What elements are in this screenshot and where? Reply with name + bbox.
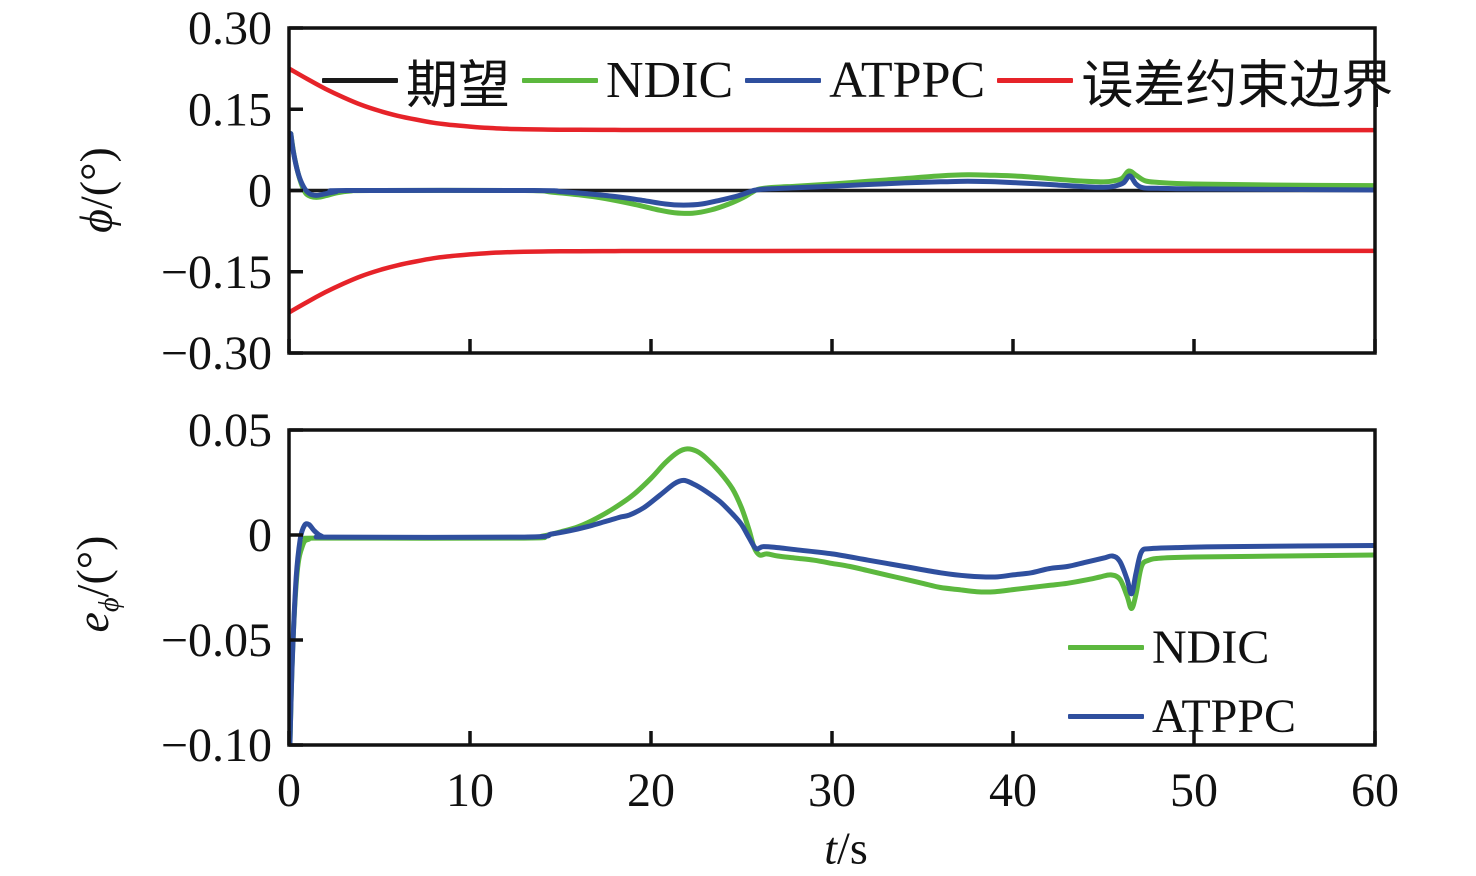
error-bound-legend-label: 误差约束边界 [1081, 57, 1394, 115]
phi-error-xtick-label: 10 [446, 764, 494, 817]
bottom-y-axis-label: eϕ/(°) [66, 535, 126, 633]
desired-legend-label: 期望 [406, 57, 511, 115]
x-axis-label: t/s [824, 822, 868, 874]
legend-item-ndic-error: NDIC [1068, 620, 1296, 675]
phi-tracking-ytick-label: −0.15 [161, 246, 272, 299]
phi-error-xtick-label: 40 [989, 764, 1037, 817]
legend-item-desired: 期望 [322, 43, 510, 118]
phi-error-xtick-label: 0 [277, 764, 301, 817]
phi-error-ytick-label: 0.05 [188, 404, 272, 457]
ndic-legend-line [522, 77, 599, 83]
phi-error-xtick-label: 60 [1351, 764, 1399, 817]
phi-tracking-plot-area [289, 66, 1375, 315]
desired-legend-line [322, 77, 398, 83]
atppc-legend-label: ATPPC [829, 51, 986, 109]
phi-error-xtick-label: 30 [808, 764, 856, 817]
phi-tracking-ytick-label: 0.30 [188, 2, 272, 55]
ndic-error-legend-label: NDIC [1152, 621, 1270, 674]
atppc-error-legend-line [1068, 714, 1144, 719]
ndic-legend-label: NDIC [606, 51, 734, 109]
atppc-error-line [289, 477, 1375, 745]
phi-tracking-ytick-label: 0 [248, 165, 272, 218]
atppc-error-legend-label: ATPPC [1152, 690, 1297, 743]
phi-error-plot-area [289, 446, 1375, 745]
error-bound-legend-line [997, 77, 1074, 83]
top-y-axis-label: ϕ/(°) [70, 147, 122, 233]
phi-error-xtick-label: 50 [1170, 764, 1218, 817]
phi-tracking-ytick-label: −0.30 [161, 327, 272, 380]
legend-item-ndic: NDIC [522, 51, 733, 110]
error-constraint-upper-line [289, 66, 1375, 133]
legend-item-atppc: ATPPC [745, 51, 985, 110]
phi-error-ytick-label: −0.10 [161, 719, 272, 772]
ndic-line [289, 131, 1375, 216]
legend-item-atppc-error: ATPPC [1068, 689, 1296, 744]
phi-error-ytick-label: 0 [248, 509, 272, 562]
phi-error-xtick-label: 20 [627, 764, 675, 817]
phi-error-ytick-label: −0.05 [161, 614, 272, 667]
error-constraint-lower-line [289, 248, 1375, 315]
legend-top: 期望 NDIC ATPPC 误差约束边界 [322, 50, 1393, 115]
atppc-legend-line [745, 77, 822, 83]
phi-tracking-ytick-label: 0.15 [188, 83, 272, 136]
legend-item-error-bound: 误差约束边界 [997, 43, 1393, 118]
legend-bottom: NDIC ATPPC [1068, 620, 1296, 744]
ndic-error-legend-line [1068, 645, 1144, 650]
atppc-line [289, 131, 1375, 208]
